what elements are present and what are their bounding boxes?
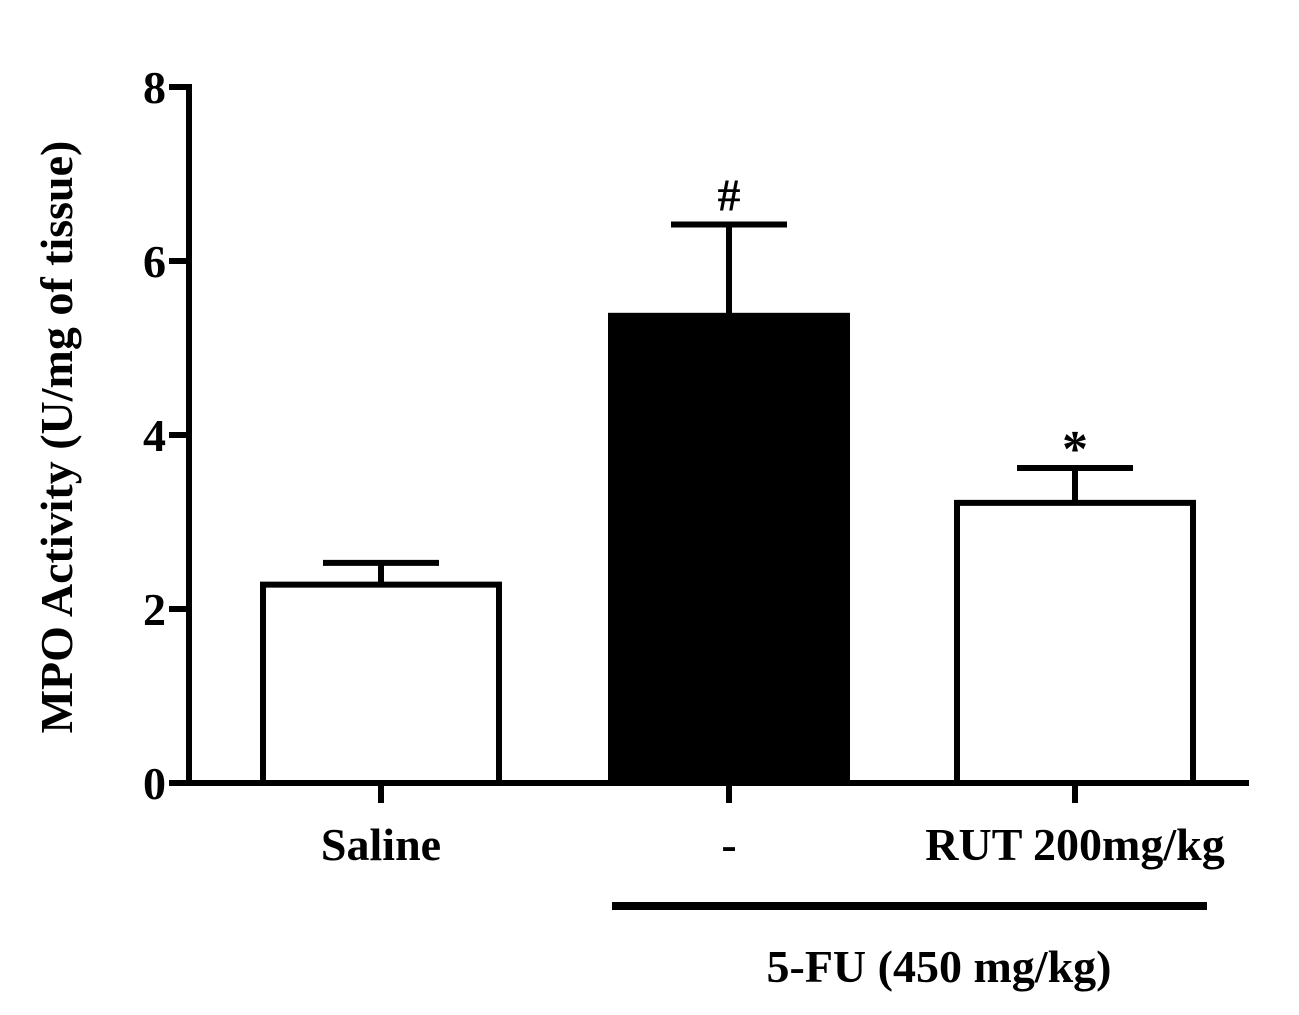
y-tick-label: 4 <box>143 410 166 461</box>
y-axis-label: MPO Activity (U/mg of tissue) <box>31 141 82 734</box>
significance-marker: * <box>1062 421 1088 478</box>
x-tick-label: - <box>721 819 736 870</box>
x-tick-label: RUT 200mg/kg <box>925 819 1224 870</box>
y-tick-label: 2 <box>143 584 166 635</box>
group-label: 5-FU (450 mg/kg) <box>767 941 1112 992</box>
bar <box>608 312 850 786</box>
x-tick-label: Saline <box>321 819 441 870</box>
y-tick-label: 0 <box>143 758 166 809</box>
significance-marker: # <box>718 169 741 220</box>
bar <box>954 499 1196 786</box>
y-tick-label: 8 <box>143 62 166 113</box>
y-tick-label: 6 <box>143 236 166 287</box>
bar <box>260 581 502 787</box>
